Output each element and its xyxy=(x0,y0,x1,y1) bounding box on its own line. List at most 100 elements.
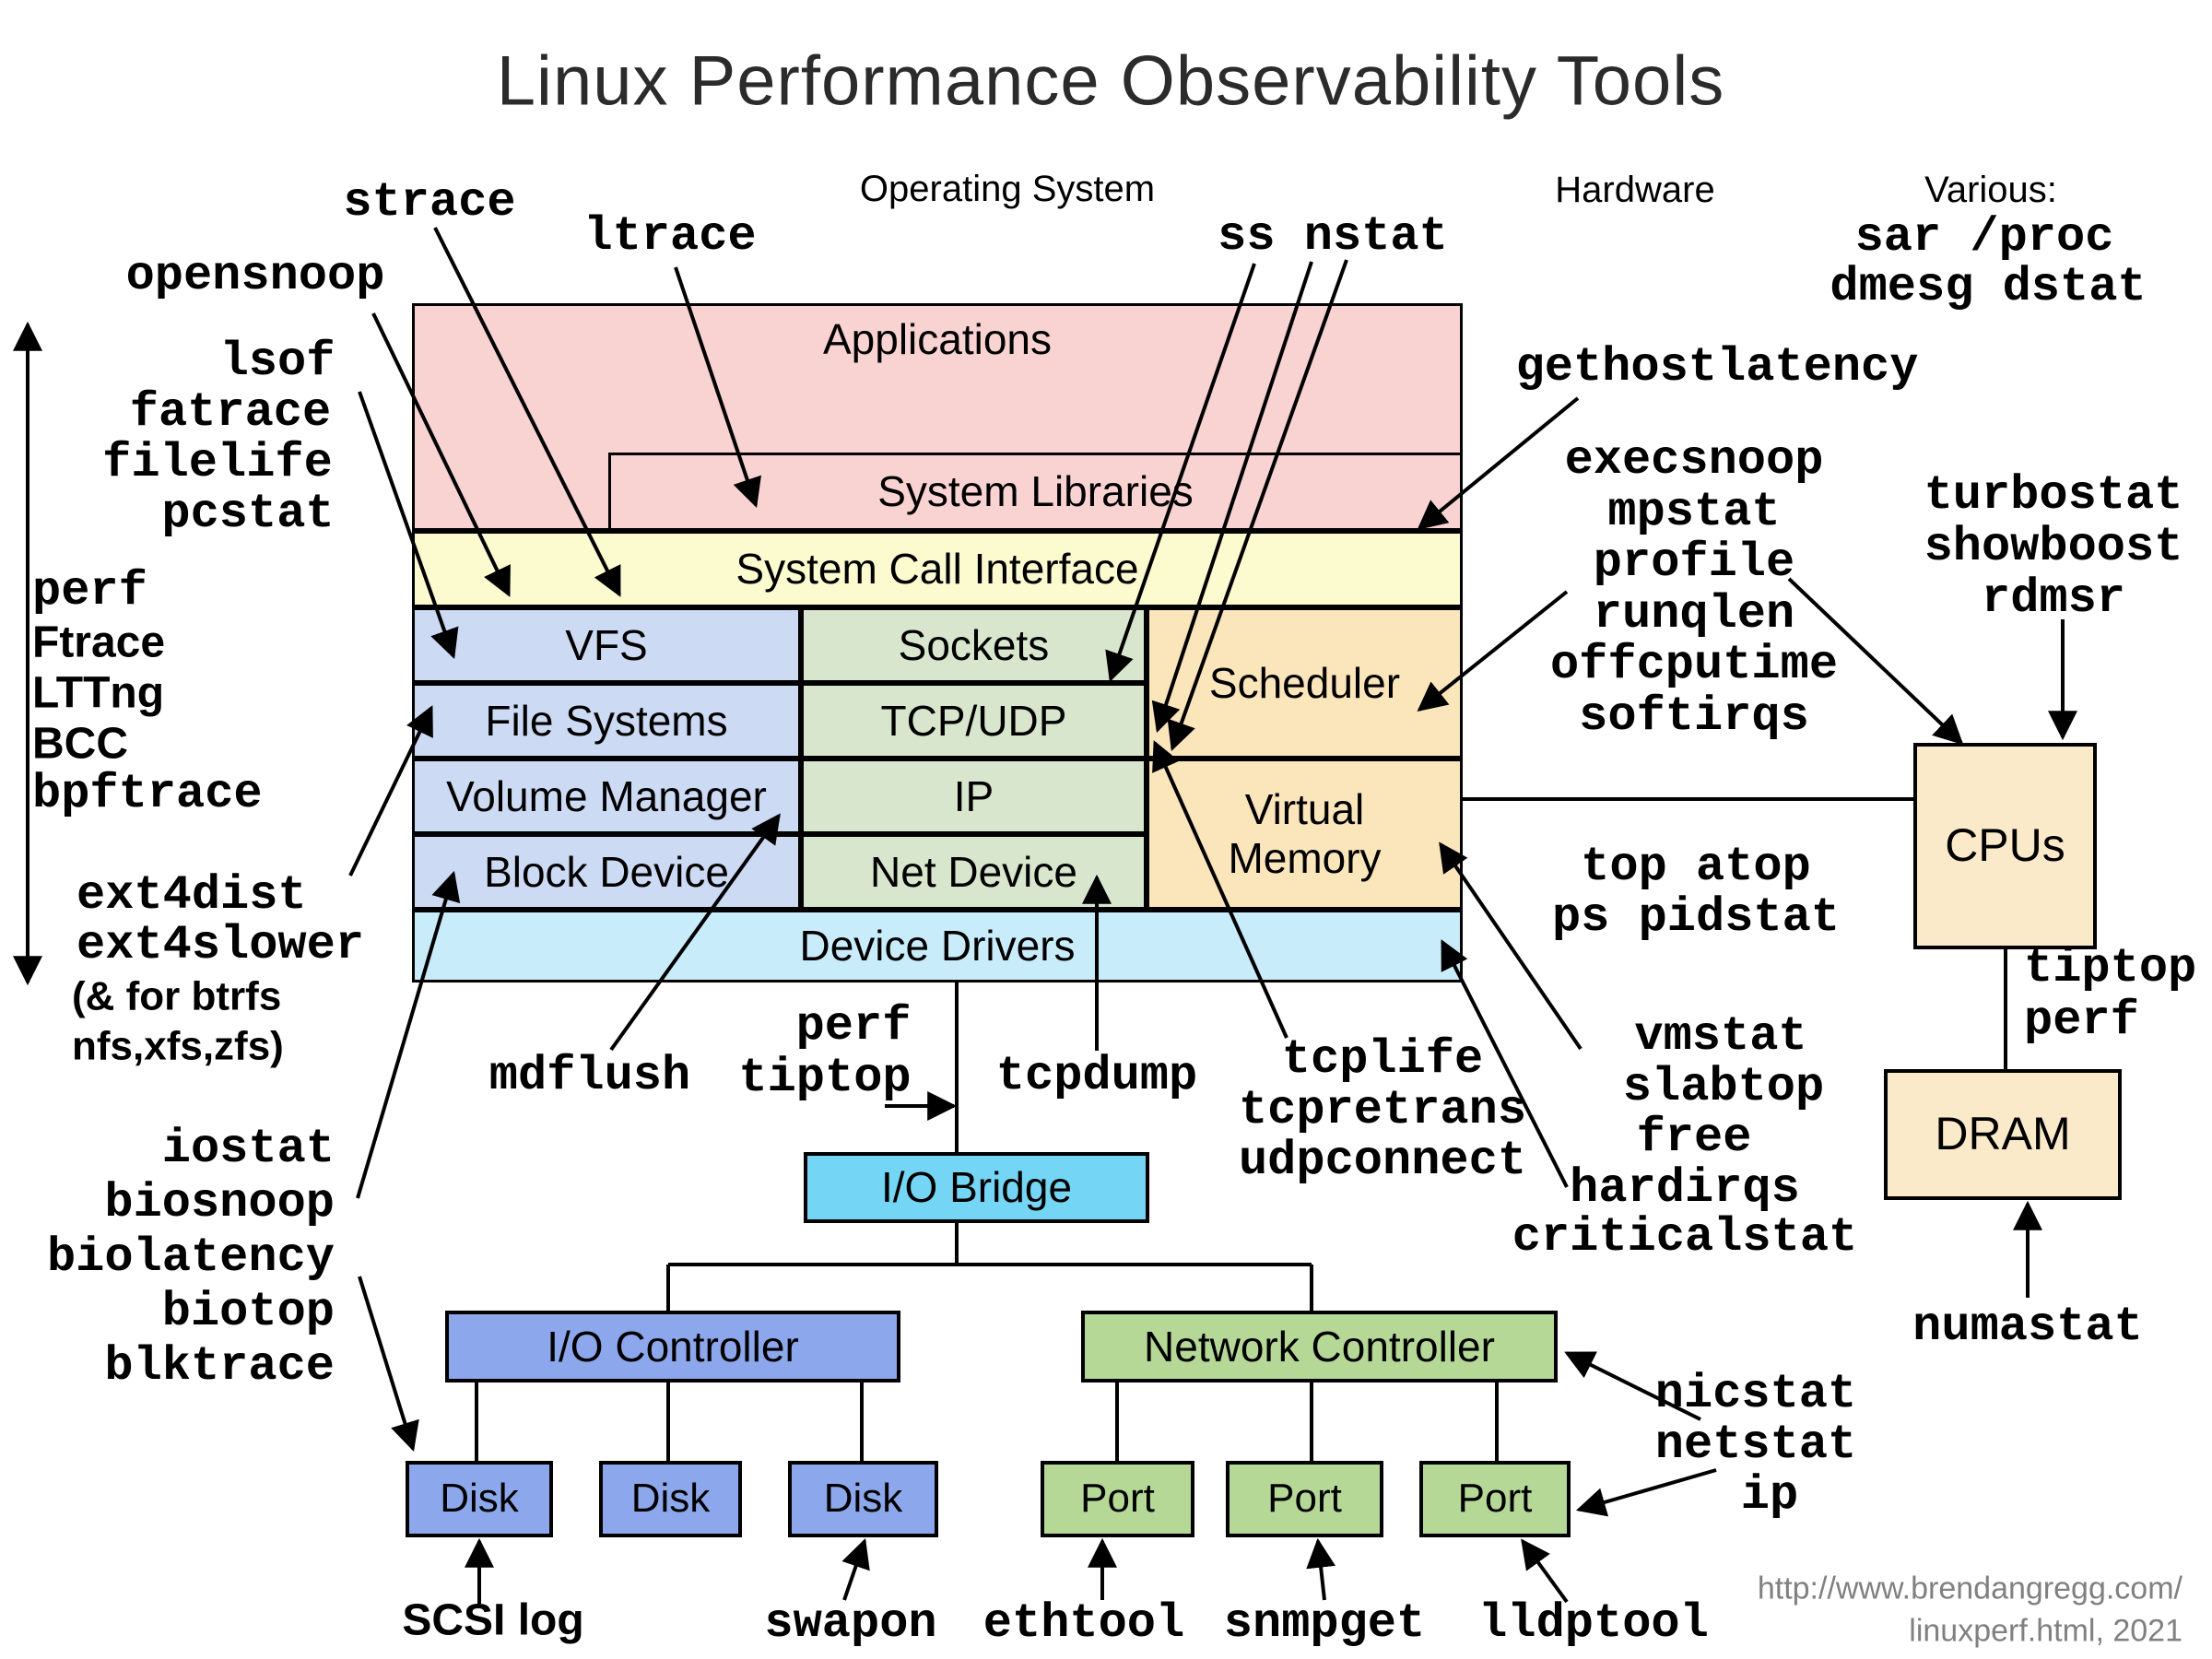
arrow-vmstat-virtualmemory xyxy=(1439,841,1583,1051)
system-libraries-label: System Libraries xyxy=(877,467,1194,516)
tool-filelife: filelife xyxy=(102,436,333,491)
box-io-bridge: I/O Bridge xyxy=(804,1152,1149,1223)
tool-btrfs-note-2: nfs,xfs,zfs) xyxy=(72,1023,284,1069)
tool-runqlen: runqlen xyxy=(1593,587,1795,642)
tool-nicstat: nicstat xyxy=(1654,1367,1857,1422)
box-disk-2: Disk xyxy=(599,1461,742,1537)
device-drivers-label: Device Drivers xyxy=(799,922,1076,971)
tool-showboost: showboost xyxy=(1924,520,2183,575)
box-ip: IP xyxy=(801,759,1147,834)
network-controller-label: Network Controller xyxy=(1144,1322,1495,1371)
box-file-systems: File Systems xyxy=(412,683,801,759)
tool-lsof: lsof xyxy=(219,335,335,390)
disk-label: Disk xyxy=(440,1476,519,1522)
tcp-udp-label: TCP/UDP xyxy=(880,696,1067,745)
tool-udpconnect: udpconnect xyxy=(1238,1134,1527,1189)
net-device-label: Net Device xyxy=(870,847,1077,896)
tool-lldptool: lldptool xyxy=(1478,1596,1709,1652)
tool-ip: ip xyxy=(1740,1468,1799,1524)
tool-perf-tracer: perf xyxy=(32,564,147,619)
applications-label: Applications xyxy=(822,315,1053,363)
arrow-nstat-tcpudp-1 xyxy=(1151,261,1313,734)
arrow-biolatency-disk xyxy=(358,1276,419,1453)
tool-ethtool: ethtool xyxy=(982,1596,1185,1652)
tool-tiptop-bus: tiptop xyxy=(738,1051,912,1106)
arrow-hardirqs-drivers xyxy=(1441,939,1569,1188)
tool-vmstat: vmstat xyxy=(1634,1009,1807,1065)
tool-ftrace: Ftrace xyxy=(32,618,166,667)
box-tcp-udp: TCP/UDP xyxy=(801,683,1147,759)
tool-bpftrace: bpftrace xyxy=(32,767,263,822)
tool-biotop: biotop xyxy=(161,1285,335,1340)
dram-label: DRAM xyxy=(1935,1108,2071,1160)
box-io-controller: I/O Controller xyxy=(445,1311,900,1382)
arrow-mdflush-volumemanager xyxy=(609,813,781,1052)
tool-mpstat: mpstat xyxy=(1607,485,1781,540)
arrow-lldptool-port xyxy=(1521,1538,1569,1604)
scheduler-label: Scheduler xyxy=(1208,658,1401,707)
arrow-profile-cpus xyxy=(1787,577,1964,746)
tool-tcpretrans: tcpretrans xyxy=(1238,1083,1527,1138)
box-disk-3: Disk xyxy=(788,1461,938,1537)
block-device-label: Block Device xyxy=(484,847,729,896)
box-block-device: Block Device xyxy=(412,834,801,910)
arrow-tcplife-tcpudp xyxy=(1152,740,1288,1039)
tool-ltrace: ltrace xyxy=(583,209,757,265)
section-operating-system: Operating System xyxy=(859,169,1156,209)
tool-criticalstat: criticalstat xyxy=(1512,1210,1858,1265)
section-various: Various: xyxy=(1924,170,2057,210)
disk-label: Disk xyxy=(823,1476,903,1522)
box-cpus: CPUs xyxy=(1913,743,2097,949)
tool-perf-bus: perf xyxy=(795,999,912,1054)
arrow-nstat-tcpudp-2 xyxy=(1167,259,1348,752)
arrow-snmpget-port xyxy=(1306,1537,1336,1601)
box-dram: DRAM xyxy=(1884,1069,2122,1200)
tool-free: free xyxy=(1636,1111,1752,1166)
arrow-nicstat-networkcontroller xyxy=(1564,1351,1701,1421)
arrow-execblock-scheduler xyxy=(1417,590,1569,712)
tool-ss-nstat: ss nstat xyxy=(1218,209,1448,265)
box-disk-1: Disk xyxy=(406,1461,553,1537)
port-label: Port xyxy=(1080,1476,1155,1522)
tool-mdflush: mdflush xyxy=(488,1049,691,1104)
tool-turbostat: turbostat xyxy=(1924,468,2183,524)
box-system-libraries: System Libraries xyxy=(608,453,1463,531)
arrow-lsof-vfs xyxy=(358,391,459,660)
tool-numastat: numastat xyxy=(1912,1300,2143,1355)
box-volume-manager: Volume Manager xyxy=(412,759,801,834)
tool-iostat: iostat xyxy=(161,1122,335,1177)
box-vfs: VFS xyxy=(412,607,801,683)
tool-opensnoop: opensnoop xyxy=(125,249,385,304)
section-hardware: Hardware xyxy=(1555,170,1715,210)
sockets-label: Sockets xyxy=(898,620,1050,669)
tool-gethostlatency: gethostlatency xyxy=(1515,340,1919,395)
page-title: Linux Performance Observability Tools xyxy=(496,41,1725,121)
tool-sar-proc: sar /proc xyxy=(1854,210,2114,265)
port-label: Port xyxy=(1457,1476,1533,1522)
vfs-label: VFS xyxy=(565,620,648,669)
box-port-1: Port xyxy=(1041,1461,1194,1537)
tool-offcputime: offcputime xyxy=(1549,638,1839,693)
volume-manager-label: Volume Manager xyxy=(446,771,767,820)
box-device-drivers: Device Drivers xyxy=(412,910,1463,982)
io-bridge-label: I/O Bridge xyxy=(880,1163,1073,1212)
arrow-ext4-filesystems xyxy=(348,705,433,877)
port-label: Port xyxy=(1267,1476,1342,1522)
tool-netstat: netstat xyxy=(1654,1418,1857,1473)
cpus-label: CPUs xyxy=(1945,819,2065,872)
tool-btrfs-note-1: (& for btrfs xyxy=(72,973,282,1019)
tool-snmpget: snmpget xyxy=(1223,1596,1426,1652)
tool-ps-pidstat: ps pidstat xyxy=(1551,890,1841,946)
tool-slabtop: slabtop xyxy=(1622,1060,1825,1115)
footer-url-line1: http://www.brendangregg.com/ xyxy=(1757,1571,2183,1606)
tool-fatrace: fatrace xyxy=(129,385,332,441)
file-systems-label: File Systems xyxy=(485,696,728,745)
tool-swapon: swapon xyxy=(764,1596,937,1652)
disk-label: Disk xyxy=(630,1476,711,1522)
arrow-opensnoop-sci xyxy=(371,312,511,597)
tool-bcc: BCC xyxy=(32,719,128,769)
io-controller-label: I/O Controller xyxy=(547,1322,799,1371)
arrow-ip-port xyxy=(1575,1468,1717,1517)
box-scheduler: Scheduler xyxy=(1147,607,1463,759)
